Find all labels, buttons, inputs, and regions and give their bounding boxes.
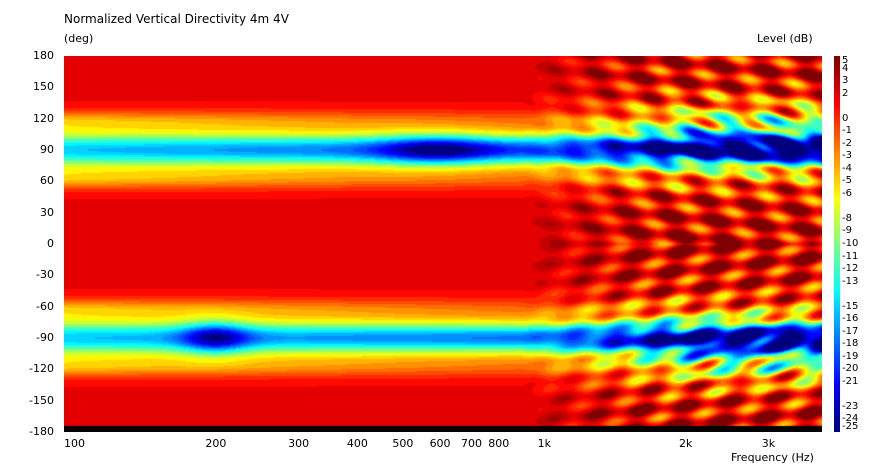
colorbar-tick-label: -17 xyxy=(842,325,859,337)
colorbar-tick-label: -5 xyxy=(842,175,852,187)
chart-title: Normalized Vertical Directivity 4m 4V xyxy=(64,12,289,26)
colorbar-tick-label: -24 xyxy=(842,413,859,425)
y-tick-label: 180 xyxy=(33,49,54,62)
y-tick-label: -150 xyxy=(29,393,54,407)
colorbar-tick-label: -8 xyxy=(842,212,852,224)
colorbar-tick-label: 3 xyxy=(842,75,849,87)
x-tick-label: 500 xyxy=(392,437,414,450)
colorbar-tick-label: -19 xyxy=(842,350,859,362)
y-tick-label: 150 xyxy=(33,80,54,94)
colorbar-tick-label: -21 xyxy=(842,375,859,387)
colorbar-tick-label: -6 xyxy=(842,187,852,199)
colorbar-tick-label: -10 xyxy=(842,238,859,249)
colorbar-tick-label: -25 xyxy=(842,421,859,432)
y-tick-label: -180 xyxy=(29,425,54,438)
colorbar-tick-label: -18 xyxy=(842,338,859,350)
y-tick-label: 0 xyxy=(47,237,54,250)
colorbar-tick-label: -15 xyxy=(842,300,859,312)
y-tick-label: 90 xyxy=(40,143,54,156)
x-tick-label: 800 xyxy=(488,437,510,450)
y-axis-label: (deg) xyxy=(64,32,94,45)
colorbar-tick-label: 0 xyxy=(842,112,849,124)
colorbar-tick-label: -23 xyxy=(842,400,859,412)
x-tick-label: 600 xyxy=(429,437,451,450)
y-tick-label: -30 xyxy=(36,268,54,282)
x-tick-label: 300 xyxy=(288,437,310,450)
y-tick-label: 120 xyxy=(33,111,54,125)
x-tick-label: 700 xyxy=(461,437,483,450)
y-tick-label: 60 xyxy=(40,174,54,188)
colorbar-tick-label: -9 xyxy=(842,225,852,237)
colorbar-tick-label: -11 xyxy=(842,250,859,262)
y-tick-label: -60 xyxy=(36,299,54,313)
colorbar-tick-label: -12 xyxy=(842,263,859,275)
colorbar-tick-label: -3 xyxy=(842,150,852,162)
colorbar-tick-label: -4 xyxy=(842,162,852,174)
x-tick-label: 1k xyxy=(537,437,551,450)
colorbar-label: Level (dB) xyxy=(757,32,813,45)
colorbar-tick-label: -16 xyxy=(842,313,859,325)
x-tick-label: 200 xyxy=(205,437,227,450)
colorbar-tick-label: -1 xyxy=(842,125,852,137)
colorbar-tick-label: 5 xyxy=(842,55,849,66)
x-tick-label: 100 xyxy=(64,437,85,450)
y-tick-label: 30 xyxy=(40,205,54,219)
colorbar-tick-label: 2 xyxy=(842,87,849,99)
heatmap-plot xyxy=(64,56,822,432)
colorbar-tick-label: -2 xyxy=(842,137,852,149)
y-tick-label: -120 xyxy=(29,362,54,376)
x-tick-label: 400 xyxy=(346,437,368,450)
x-axis-label: Frequency (Hz) xyxy=(731,451,814,464)
x-tick-label: 2k xyxy=(679,437,693,450)
colorbar xyxy=(834,56,840,432)
colorbar-tick-label: 4 xyxy=(842,62,849,74)
colorbar-tick-label: -20 xyxy=(842,363,859,375)
x-tick-label: 3k xyxy=(761,437,776,450)
y-tick-label: -90 xyxy=(36,331,54,344)
colorbar-tick-label: -13 xyxy=(842,275,859,287)
